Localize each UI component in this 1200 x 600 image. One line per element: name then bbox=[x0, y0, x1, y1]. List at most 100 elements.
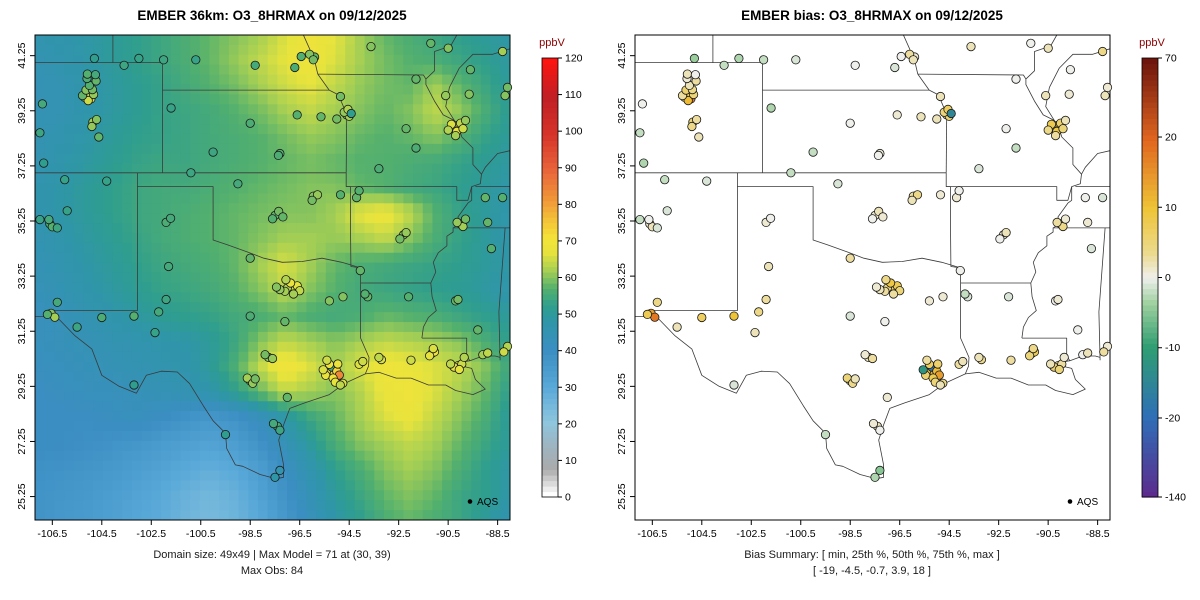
raster-cell bbox=[44, 430, 55, 442]
raster-cell bbox=[190, 430, 201, 442]
raster-cell bbox=[102, 341, 114, 353]
raster-cell bbox=[122, 470, 133, 481]
raster-cell bbox=[480, 361, 492, 373]
colorbar-strip bbox=[1142, 409, 1158, 416]
raster-cell bbox=[44, 84, 55, 95]
aqs-station-dot bbox=[1001, 124, 1011, 134]
raster-cell bbox=[432, 302, 443, 313]
raster-cell bbox=[442, 381, 453, 392]
raster-cell bbox=[277, 133, 288, 145]
colorbar-strip bbox=[1142, 211, 1158, 218]
raster-cell bbox=[287, 114, 298, 125]
raster-cell bbox=[219, 351, 230, 363]
raster-cell bbox=[199, 391, 210, 402]
raster-cell bbox=[122, 213, 133, 224]
raster-cell bbox=[161, 312, 172, 323]
raster-cell bbox=[102, 252, 114, 264]
aqs-station-dot bbox=[935, 190, 946, 200]
raster-cell bbox=[287, 391, 298, 402]
raster-cell bbox=[296, 163, 307, 175]
raster-cell bbox=[480, 421, 492, 432]
raster-cell bbox=[238, 470, 249, 481]
raster-cell bbox=[403, 312, 414, 323]
colorbar-tick-label: -10 bbox=[1165, 342, 1180, 354]
raster-cell bbox=[151, 232, 162, 244]
raster-cell bbox=[490, 322, 501, 333]
aqs-station-dot bbox=[335, 380, 345, 390]
raster-cell bbox=[432, 440, 443, 452]
colorbar-strip bbox=[1142, 277, 1158, 284]
raster-cell bbox=[209, 223, 220, 234]
raster-cell bbox=[287, 124, 298, 135]
raster-cell bbox=[122, 133, 133, 145]
aqs-station-dot bbox=[275, 465, 285, 475]
aqs-station-dot bbox=[761, 294, 771, 305]
raster-cell bbox=[190, 272, 201, 283]
raster-cell bbox=[393, 153, 404, 165]
raster-cell bbox=[257, 35, 269, 46]
raster-cell bbox=[180, 35, 191, 46]
raster-cell bbox=[383, 490, 395, 501]
raster-cell bbox=[161, 381, 172, 392]
colorbar-strip bbox=[542, 244, 558, 251]
raster-cell bbox=[451, 421, 463, 432]
raster-cell bbox=[112, 124, 123, 135]
raster-cell bbox=[112, 252, 123, 264]
boundary-line bbox=[345, 172, 361, 269]
raster-cell bbox=[500, 351, 510, 363]
raster-cell bbox=[287, 94, 298, 105]
raster-cell bbox=[112, 292, 123, 303]
raster-cell bbox=[335, 282, 346, 293]
colorbar-strip bbox=[1142, 453, 1158, 460]
colorbar-strip bbox=[542, 277, 558, 284]
raster-cell bbox=[422, 64, 433, 76]
raster-cell bbox=[451, 232, 463, 244]
raster-cell bbox=[306, 500, 317, 511]
aqs-station-dot bbox=[1001, 228, 1011, 238]
raster-cell bbox=[316, 282, 327, 293]
raster-cell bbox=[277, 104, 288, 115]
raster-cell bbox=[257, 153, 269, 165]
boundary-line bbox=[1045, 48, 1110, 121]
raster-cell bbox=[403, 401, 414, 412]
raster-cell bbox=[296, 153, 307, 165]
aqs-station-dot bbox=[875, 425, 885, 435]
raster-cell bbox=[228, 450, 240, 462]
raster-cell bbox=[209, 242, 220, 254]
raster-cell bbox=[413, 213, 424, 224]
raster-cell bbox=[374, 421, 385, 432]
raster-cell bbox=[112, 262, 123, 274]
raster-cell bbox=[35, 203, 46, 214]
raster-cell bbox=[228, 341, 240, 353]
raster-cell bbox=[209, 371, 220, 382]
raster-cell bbox=[93, 341, 104, 353]
colorbar-strip bbox=[542, 387, 558, 394]
colorbar-strip bbox=[542, 250, 558, 257]
raster-cell bbox=[199, 470, 210, 481]
raster-cell bbox=[422, 510, 433, 520]
aqs-station-dot bbox=[322, 355, 332, 365]
raster-cell bbox=[480, 163, 492, 175]
raster-cell bbox=[44, 470, 55, 481]
raster-cell bbox=[442, 312, 453, 323]
raster-cell bbox=[54, 232, 65, 244]
raster-cell bbox=[383, 371, 395, 382]
raster-cell bbox=[102, 411, 114, 422]
raster-cell bbox=[335, 183, 346, 194]
raster-cell bbox=[354, 341, 366, 353]
raster-cell bbox=[170, 312, 181, 323]
raster-cell bbox=[54, 35, 65, 46]
raster-cell bbox=[102, 500, 114, 511]
raster-cell bbox=[199, 460, 210, 472]
raster-cell bbox=[170, 450, 181, 462]
raster-cell bbox=[83, 401, 94, 412]
aqs-station-dot bbox=[324, 296, 334, 306]
raster-cell bbox=[306, 272, 317, 283]
raster-cell bbox=[238, 84, 249, 95]
raster-cell bbox=[131, 94, 143, 105]
raster-cell bbox=[325, 64, 337, 76]
raster-cell bbox=[209, 64, 220, 76]
raster-cell bbox=[35, 322, 46, 333]
raster-cell bbox=[93, 232, 104, 244]
aqs-station-dot bbox=[1058, 124, 1068, 134]
